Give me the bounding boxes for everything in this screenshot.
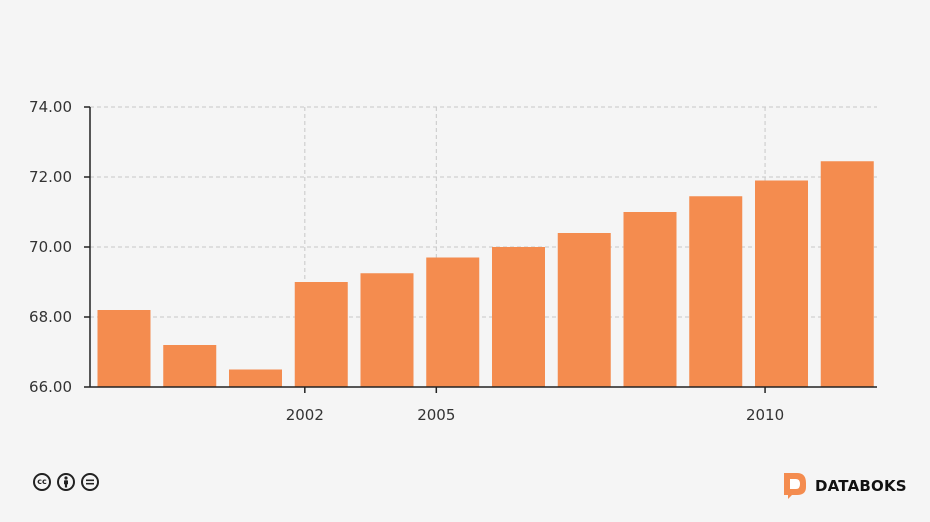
bar — [492, 247, 545, 387]
brand-name: DATABOKS — [815, 476, 907, 495]
bar — [755, 180, 808, 387]
bar — [294, 282, 348, 387]
bar — [360, 273, 414, 387]
bar — [623, 212, 677, 387]
bar-series — [97, 161, 874, 387]
x-tick-label: 2010 — [746, 406, 784, 424]
bar — [97, 310, 151, 387]
bar — [557, 233, 611, 387]
bar-chart: 66.00 68.00 70.00 72.00 74.00 2002 2005 2010 — [29, 98, 877, 424]
y-tick-label: 70.00 — [29, 238, 72, 256]
creative-commons-icon: cc — [33, 473, 51, 491]
attribution-icon — [57, 473, 75, 491]
license-icons: cc — [33, 473, 99, 491]
databoks-logo: DATABOKS — [783, 472, 907, 499]
y-tick-label: 72.00 — [29, 168, 72, 186]
bar — [689, 196, 743, 387]
bar — [229, 369, 282, 387]
x-tick-labels: 2002 2005 2010 — [286, 406, 784, 424]
bar — [820, 161, 874, 387]
axes — [89, 107, 877, 388]
databoks-logo-icon — [784, 473, 806, 499]
bar — [163, 345, 217, 387]
cc-text: cc — [37, 477, 47, 486]
no-derivatives-icon — [81, 473, 99, 491]
y-tick-label: 66.00 — [29, 378, 72, 396]
y-tick-labels: 66.00 68.00 70.00 72.00 74.00 — [29, 98, 72, 396]
bar — [426, 257, 480, 387]
x-tick-label: 2002 — [286, 406, 324, 424]
y-tick-label: 74.00 — [29, 98, 72, 116]
y-tick-label: 68.00 — [29, 308, 72, 326]
x-tick-label: 2005 — [417, 406, 455, 424]
